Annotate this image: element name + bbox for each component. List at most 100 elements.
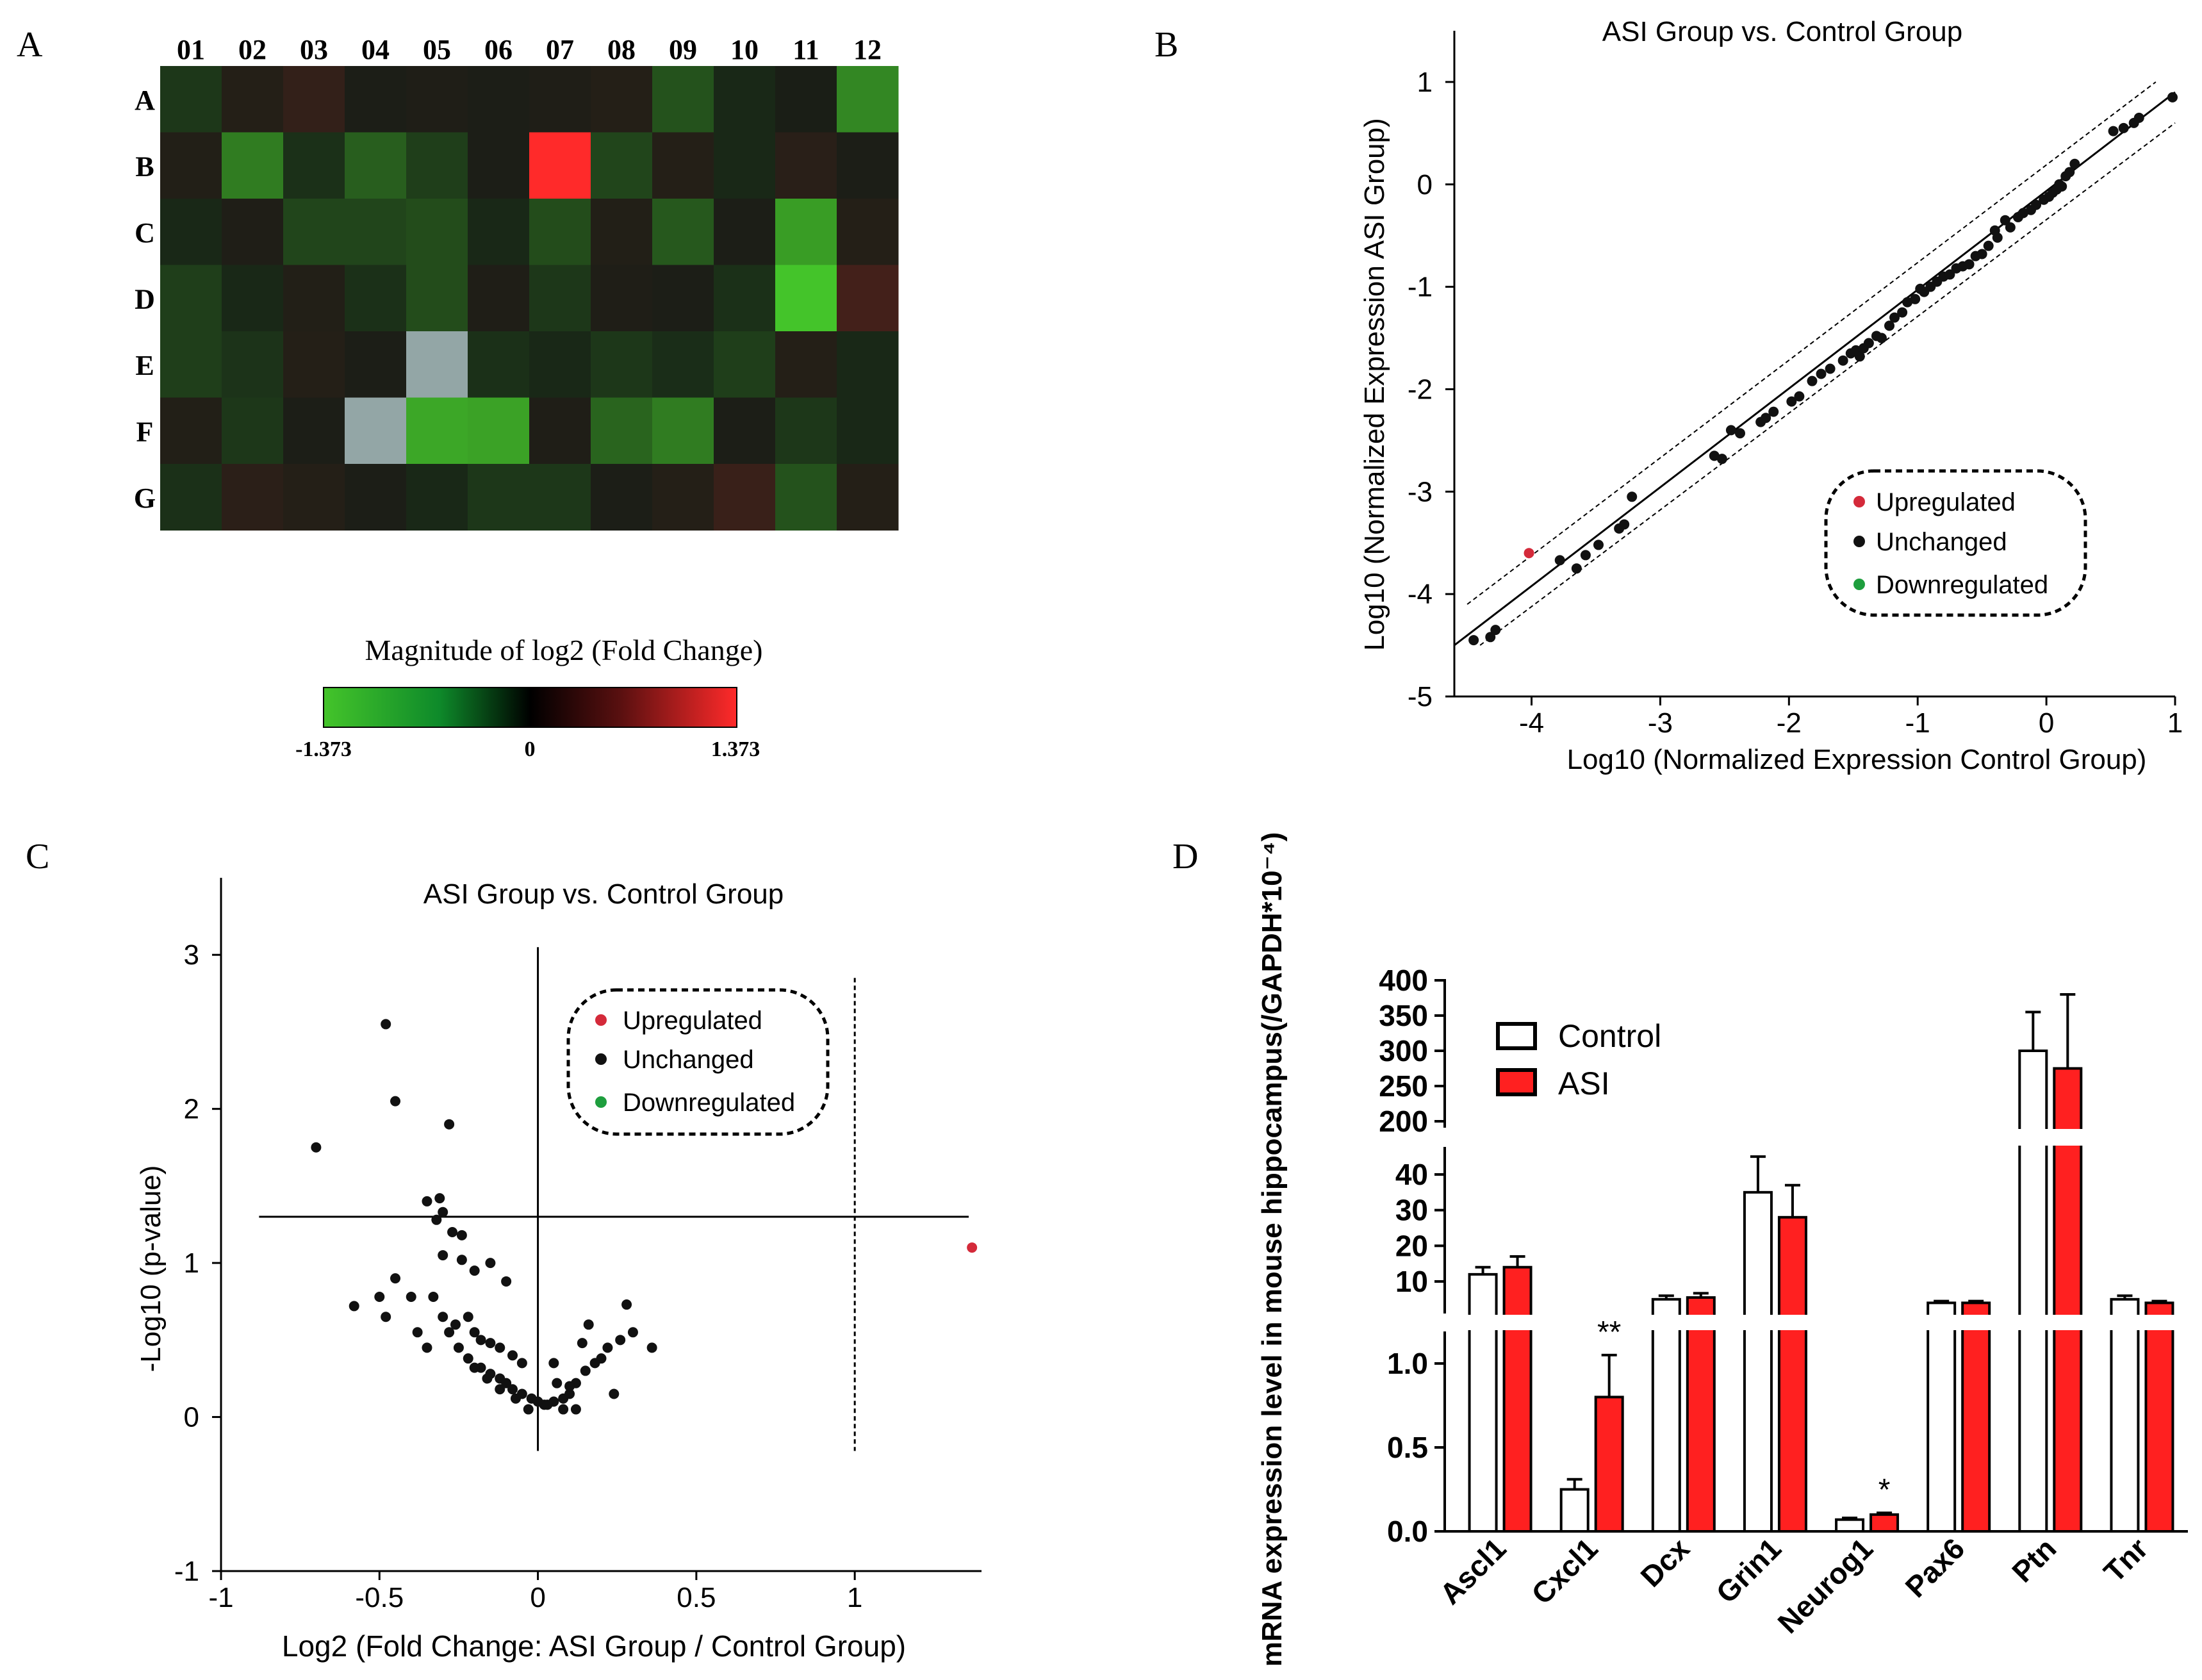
category-label: Ascl1 — [1433, 1531, 1513, 1611]
data-point-unchanged — [1863, 338, 1874, 349]
data-point-unchanged — [501, 1378, 512, 1388]
category-label: Tnr — [2097, 1531, 2154, 1588]
legend-asi-swatch — [1496, 1068, 1537, 1096]
heatmap-cell — [652, 66, 714, 133]
bar-control — [1743, 1190, 1773, 1533]
heatmap-cell — [222, 132, 284, 199]
heatmap-cell — [591, 199, 653, 265]
data-point-unchanged — [1725, 425, 1736, 436]
heatmap-cell — [468, 66, 530, 133]
x-tick-label: 1 — [847, 1582, 862, 1613]
category-label: Pax6 — [1899, 1531, 1971, 1604]
heatmap-row-label: E — [135, 350, 154, 381]
heatmap-cell — [222, 199, 284, 265]
legend-up-marker — [1853, 496, 1865, 507]
y-tick-label: -3 — [1408, 476, 1433, 507]
data-point-unchanged — [609, 1388, 620, 1399]
x-tick-label: -1 — [208, 1582, 233, 1613]
heatmap-cell — [345, 132, 407, 199]
data-point-unchanged — [1807, 375, 1818, 386]
heatmap-row-label: C — [135, 217, 155, 249]
heatmap-cell — [160, 265, 222, 332]
y-tick-label: 300 — [1379, 1034, 1428, 1067]
data-point-unchanged — [646, 1342, 657, 1353]
data-point-unchanged — [602, 1342, 613, 1353]
data-point-unchanged — [1554, 555, 1565, 566]
heatmap-row-label: F — [136, 416, 154, 447]
heatmap-cell — [160, 199, 222, 265]
heatmap-col-label: 01 — [177, 34, 205, 65]
bar-d-ylabel: mRNA expression level in mouse hippocamp… — [1256, 832, 1288, 1667]
heatmap-cell — [345, 397, 407, 465]
data-point-unchanged — [422, 1342, 432, 1353]
x-tick-label: 0 — [530, 1582, 545, 1613]
category-label: Neurog1 — [1771, 1531, 1879, 1640]
heatmap-cell — [406, 331, 468, 398]
scatter-c-xlabel: Log2 (Fold Change: ASI Group / Control G… — [282, 1629, 906, 1663]
data-point-unchanged — [1825, 363, 1836, 374]
data-point-unchanged — [469, 1362, 480, 1373]
heatmap-cell — [222, 397, 284, 465]
y-tick-label: 30 — [1395, 1194, 1428, 1227]
lower-threshold-line — [1479, 122, 2176, 646]
heatmap-cell — [775, 331, 837, 398]
legend-unchanged-marker — [1853, 536, 1865, 547]
panel-label-c: C — [26, 837, 49, 877]
heatmap-cell — [591, 265, 653, 332]
data-point-unchanged — [1889, 312, 1900, 323]
heatmap-cell — [775, 265, 837, 332]
y-tick-label: 0 — [184, 1402, 199, 1433]
data-point-unchanged — [1837, 355, 1848, 366]
y-tick-label: 0.0 — [1387, 1515, 1428, 1548]
heatmap-cell — [591, 132, 653, 199]
y-tick-label: 2 — [184, 1094, 199, 1125]
data-point-unchanged — [542, 1399, 553, 1410]
y-tick-label: 3 — [184, 939, 199, 971]
y-tick-label: 350 — [1379, 999, 1428, 1032]
panel-label-a: A — [17, 25, 43, 65]
heatmap-cell — [406, 464, 468, 531]
data-point-unchanged — [1768, 406, 1779, 417]
heatmap-cell — [345, 464, 407, 531]
data-point-unchanged — [580, 1365, 591, 1376]
data-point-unchanged — [516, 1358, 527, 1369]
heatmap-cell — [222, 265, 284, 332]
data-point-unchanged — [447, 1227, 458, 1238]
legend-control-label: Control — [1558, 1018, 1661, 1054]
heatmap-cell — [468, 464, 530, 531]
x-tick-label: -3 — [1648, 707, 1673, 739]
data-point-unchanged — [482, 1373, 493, 1384]
data-point-unchanged — [475, 1335, 486, 1346]
data-point-unchanged — [1627, 491, 1638, 502]
data-point-upregulated — [967, 1242, 978, 1253]
data-point-unchanged — [564, 1388, 575, 1399]
legend-c-down-label: Downregulated — [623, 1089, 795, 1117]
heatmap-col-label: 04 — [361, 34, 390, 65]
y-tick-label: 40 — [1395, 1158, 1428, 1191]
heatmap-col-label: 09 — [669, 34, 697, 65]
heatmap-cell — [714, 199, 776, 265]
heatmap-cell — [837, 199, 899, 265]
data-point-unchanged — [2133, 112, 2144, 123]
data-point-unchanged — [1964, 259, 1975, 270]
x-tick-label: -2 — [1777, 707, 1802, 739]
data-point-unchanged — [2069, 158, 2080, 169]
y-tick-label: 0.5 — [1387, 1431, 1428, 1464]
heatmap-cell — [652, 397, 714, 465]
category-label: Ptn — [2005, 1531, 2062, 1588]
heatmap-cell — [345, 265, 407, 332]
y-tick-label: -1 — [174, 1556, 199, 1587]
heatmap-row-label: G — [134, 482, 156, 514]
data-point-unchanged — [450, 1319, 461, 1330]
heatmap-cell — [714, 132, 776, 199]
heatmap-cell — [406, 265, 468, 332]
heatmap-cell — [468, 265, 530, 332]
data-point-unchanged — [1910, 293, 1921, 304]
data-point-unchanged — [1734, 428, 1745, 439]
data-point-unchanged — [1580, 550, 1591, 561]
heatmap-cell — [283, 464, 345, 531]
heatmap-cell — [591, 397, 653, 465]
data-point-unchanged — [381, 1019, 391, 1030]
data-point-unchanged — [1468, 635, 1479, 646]
data-point-unchanged — [428, 1292, 439, 1303]
